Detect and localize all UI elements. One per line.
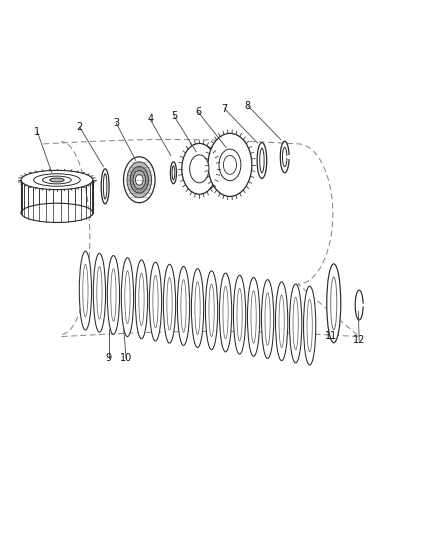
Ellipse shape (223, 286, 228, 339)
Ellipse shape (21, 171, 93, 190)
Text: 12: 12 (353, 335, 365, 345)
Ellipse shape (219, 273, 232, 352)
Ellipse shape (195, 282, 200, 334)
Ellipse shape (125, 271, 130, 324)
Ellipse shape (331, 277, 337, 329)
Text: 8: 8 (245, 101, 251, 111)
Ellipse shape (219, 149, 241, 181)
Ellipse shape (276, 282, 288, 361)
Text: 2: 2 (77, 122, 83, 132)
Ellipse shape (279, 295, 284, 348)
Text: 11: 11 (325, 330, 337, 341)
Ellipse shape (208, 133, 252, 197)
Ellipse shape (124, 157, 155, 203)
Ellipse shape (181, 280, 186, 332)
Ellipse shape (50, 178, 64, 182)
Text: 5: 5 (171, 111, 177, 121)
Ellipse shape (237, 288, 242, 341)
Ellipse shape (190, 155, 209, 183)
Ellipse shape (290, 284, 302, 363)
Text: 6: 6 (195, 107, 201, 117)
Ellipse shape (107, 255, 120, 334)
Text: 4: 4 (147, 115, 153, 124)
Text: 3: 3 (113, 118, 119, 128)
Ellipse shape (163, 264, 176, 343)
Text: 10: 10 (120, 353, 132, 364)
Text: 9: 9 (106, 353, 112, 364)
Ellipse shape (182, 143, 217, 194)
Ellipse shape (139, 273, 144, 326)
Ellipse shape (130, 166, 148, 193)
Ellipse shape (293, 297, 298, 350)
Ellipse shape (307, 300, 312, 352)
Ellipse shape (135, 174, 143, 185)
Ellipse shape (251, 290, 256, 343)
Ellipse shape (153, 275, 158, 328)
Ellipse shape (133, 171, 145, 189)
Ellipse shape (42, 176, 71, 184)
Ellipse shape (101, 169, 109, 204)
Ellipse shape (121, 258, 134, 336)
Ellipse shape (223, 156, 237, 174)
Ellipse shape (304, 286, 316, 365)
Ellipse shape (327, 264, 341, 343)
Ellipse shape (93, 253, 106, 332)
Ellipse shape (261, 280, 274, 359)
Ellipse shape (111, 269, 116, 321)
Ellipse shape (209, 284, 214, 336)
Ellipse shape (103, 174, 107, 199)
Ellipse shape (177, 266, 190, 345)
Text: 1: 1 (34, 127, 40, 136)
Ellipse shape (135, 260, 148, 339)
Ellipse shape (167, 278, 172, 330)
Ellipse shape (172, 166, 175, 180)
Ellipse shape (247, 278, 260, 356)
Ellipse shape (97, 266, 102, 319)
Ellipse shape (205, 271, 218, 350)
Ellipse shape (149, 262, 162, 341)
Ellipse shape (127, 162, 152, 198)
Ellipse shape (233, 275, 246, 354)
Ellipse shape (257, 142, 267, 179)
Ellipse shape (83, 264, 88, 317)
Ellipse shape (170, 162, 177, 184)
Ellipse shape (21, 203, 93, 222)
Ellipse shape (191, 269, 204, 348)
Text: 7: 7 (222, 104, 228, 114)
Ellipse shape (260, 148, 264, 173)
Ellipse shape (79, 251, 92, 330)
Ellipse shape (265, 293, 270, 345)
Ellipse shape (34, 174, 80, 186)
